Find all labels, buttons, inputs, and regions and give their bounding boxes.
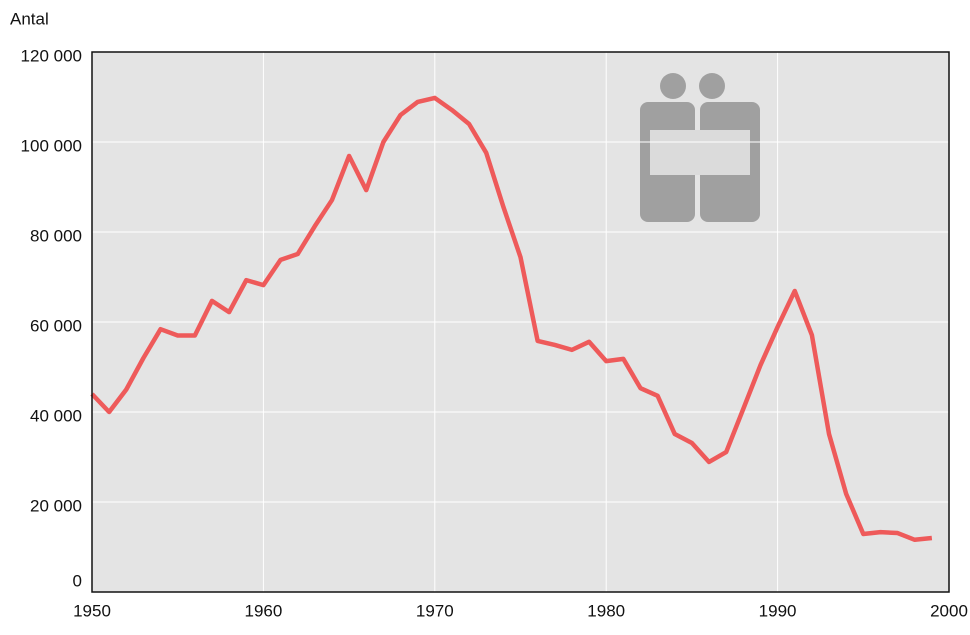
plot-frame — [91, 51, 950, 593]
data-line — [90, 95, 933, 543]
y-tick-label: 60 000 — [30, 316, 82, 335]
y-tick-label: 100 000 — [21, 136, 82, 155]
y-axis-label: Antal — [10, 9, 49, 28]
y-tick-label: 120 000 — [21, 46, 82, 65]
y-tick-label: 80 000 — [30, 226, 82, 245]
y-tick-label: 0 — [73, 571, 82, 590]
x-tick-label: 2000 — [930, 601, 968, 620]
x-tick-label: 1950 — [73, 601, 111, 620]
x-tick-label: 1970 — [416, 601, 454, 620]
y-tick-label: 40 000 — [30, 406, 82, 425]
x-tick-label: 1990 — [759, 601, 797, 620]
y-tick-label: 20 000 — [30, 496, 82, 515]
illustration — [640, 73, 760, 222]
x-tick-label: 1980 — [587, 601, 625, 620]
x-tick-label: 1960 — [244, 601, 282, 620]
